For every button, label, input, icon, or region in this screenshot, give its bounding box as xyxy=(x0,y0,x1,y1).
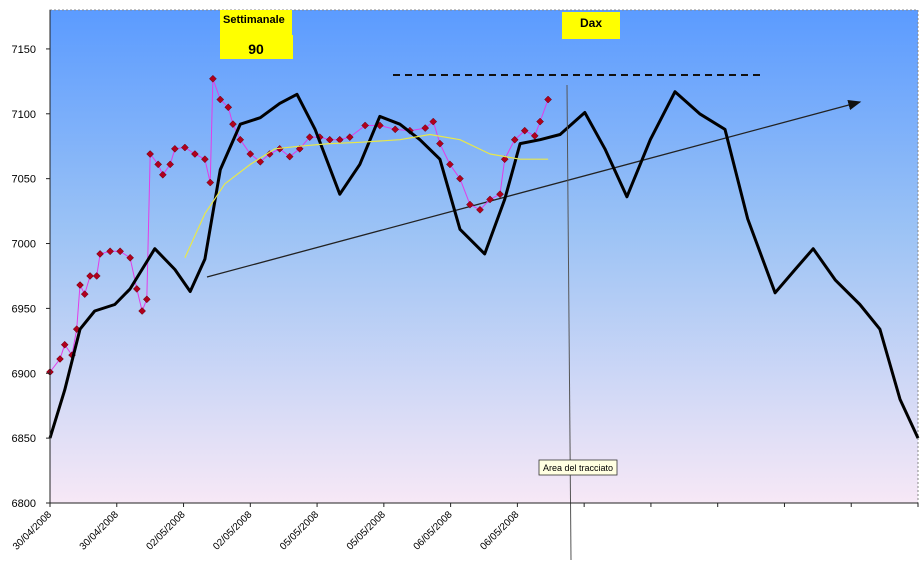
data-point xyxy=(60,340,69,349)
data-point xyxy=(201,155,209,164)
data-point xyxy=(166,160,175,169)
data-point xyxy=(391,125,400,134)
data-point xyxy=(142,295,151,304)
data-point xyxy=(116,247,124,256)
data-point xyxy=(229,120,237,129)
data-point xyxy=(246,150,255,158)
data-point xyxy=(466,200,474,209)
data-point xyxy=(80,290,89,298)
annotation-box xyxy=(220,10,292,35)
x-tick-label: 02/05/2008 xyxy=(144,509,187,552)
x-tick-label: 06/05/2008 xyxy=(478,509,521,552)
data-point xyxy=(209,74,217,83)
data-point xyxy=(154,160,163,169)
data-point xyxy=(436,139,444,148)
y-tick-label: 6950 xyxy=(12,303,36,315)
annotation-box xyxy=(220,35,293,59)
series-line xyxy=(184,133,549,259)
data-point xyxy=(544,95,552,104)
annotation: Dax xyxy=(580,16,602,30)
data-point xyxy=(486,195,494,204)
annotation-box xyxy=(562,12,620,39)
annotation: 90 xyxy=(248,41,264,57)
data-point xyxy=(132,285,141,293)
data-point xyxy=(265,150,274,158)
y-tick-label: 6900 xyxy=(12,368,36,380)
x-tick-label: 30/04/2008 xyxy=(78,509,121,552)
data-point xyxy=(421,124,430,132)
trend-arrow xyxy=(206,100,862,278)
y-tick-label: 7000 xyxy=(12,239,36,251)
x-tick-label: 05/05/2008 xyxy=(345,509,388,552)
data-point xyxy=(96,250,104,258)
y-tick-label: 6850 xyxy=(12,433,36,445)
y-tick-label: 7150 xyxy=(12,44,36,56)
data-point xyxy=(56,355,64,363)
data-point xyxy=(446,160,454,169)
data-point xyxy=(429,117,438,126)
data-point xyxy=(361,121,370,130)
tooltip: Area del tracciato xyxy=(543,463,613,473)
y-tick-label: 7050 xyxy=(12,174,36,186)
data-point xyxy=(216,95,225,104)
marks xyxy=(46,74,920,439)
data-point xyxy=(295,144,304,153)
data-point xyxy=(305,133,314,141)
tooltip-box xyxy=(538,459,618,476)
data-point xyxy=(138,307,146,315)
x-tick-label: 06/05/2008 xyxy=(412,509,455,552)
y-tick-label: 6800 xyxy=(12,498,36,510)
data-point xyxy=(256,157,265,166)
data-point xyxy=(92,272,101,280)
data-point xyxy=(520,126,529,135)
data-point xyxy=(345,133,354,141)
data-point xyxy=(510,135,519,144)
data-point xyxy=(536,117,544,126)
x-tick-label: 05/05/2008 xyxy=(278,509,321,552)
data-point xyxy=(171,144,179,153)
data-point xyxy=(158,170,167,179)
data-point xyxy=(86,272,94,280)
data-point xyxy=(476,205,484,214)
data-point xyxy=(206,178,215,187)
data-point xyxy=(126,253,134,262)
plot-area xyxy=(49,9,919,504)
series-line xyxy=(48,90,920,439)
data-point xyxy=(496,190,504,199)
data-point xyxy=(224,103,233,112)
data-point xyxy=(285,152,294,161)
cursor-line xyxy=(566,84,572,561)
data-point xyxy=(191,150,199,158)
y-tick-label: 7100 xyxy=(12,109,36,121)
data-point xyxy=(236,135,245,144)
data-point xyxy=(146,150,155,158)
data-point xyxy=(181,143,189,152)
data-point xyxy=(76,281,84,289)
x-tick-label: 30/04/2008 xyxy=(11,509,54,552)
data-point xyxy=(456,174,464,183)
x-tick-label: 02/05/2008 xyxy=(211,509,254,552)
annotation: Settimanale xyxy=(223,14,285,26)
data-point xyxy=(106,247,114,256)
